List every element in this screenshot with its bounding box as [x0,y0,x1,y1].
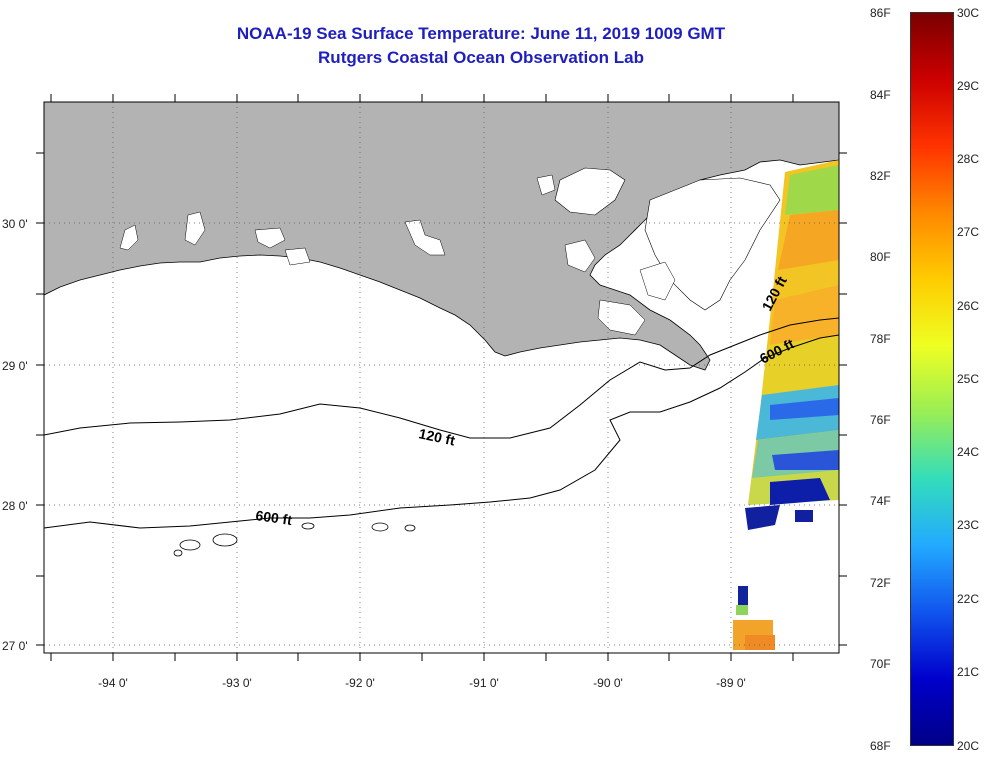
cb-label-27c: 27C [957,225,980,239]
cb-label-74f: 74F [870,494,891,508]
barataria-bay [564,239,596,273]
lon-label-94: -94 0' [98,676,128,690]
cb-label-76f: 76F [870,413,891,427]
lake-pontchartrain [554,167,626,216]
lake-maurepas [536,174,556,196]
graticule [44,102,839,653]
cb-label-82f: 82F [870,169,891,183]
cb-label-84f: 84F [870,88,891,102]
cb-label-22c: 22C [957,592,980,606]
cb-label-80f: 80F [870,250,891,264]
cb-label-72f: 72F [870,576,891,590]
delta-marsh [597,299,646,336]
cb-label-21c: 21C [957,665,980,679]
white-lake [184,211,206,246]
calcasieu-lake [119,224,139,251]
lon-label-90: -90 0' [593,676,623,690]
cb-label-30c: 30C [957,6,980,20]
cb-label-25c: 25C [957,372,980,386]
lat-label-27: 27 0' [2,639,28,653]
cb-label-24c: 24C [957,445,980,459]
contour-label-600ft-west: 600 ft [255,507,294,528]
lat-label-30: 30 0' [2,217,28,231]
lat-label-29: 29 0' [2,359,28,373]
cb-label-68f: 68F [870,739,891,753]
cb-label-23c: 23C [957,518,980,532]
lon-label-89: -89 0' [716,676,746,690]
atchafalaya-bay [284,247,311,266]
cb-label-26c: 26C [957,299,980,313]
map-frame [43,101,840,654]
lake-borgne [644,177,781,311]
contour-label-120ft-west: 120 ft [417,425,456,448]
map-subtitle: Rutgers Coastal Ocean Observation Lab [318,48,644,67]
lon-label-91: -91 0' [469,676,499,690]
axis-ticks [36,94,847,661]
sst-swath [733,160,839,650]
delta-marsh-east [639,261,676,301]
marsh-lakes [404,219,446,256]
cb-label-28c: 28C [957,152,980,166]
lon-label-93: -93 0' [222,676,252,690]
cb-label-70f: 70F [870,657,891,671]
lat-label-28: 28 0' [2,499,28,513]
cb-label-29c: 29C [957,79,980,93]
cb-label-78f: 78F [870,332,891,346]
lon-label-92: -92 0' [345,676,375,690]
contour-600ft [44,334,839,529]
contour-120ft [44,317,839,439]
map-title: NOAA-19 Sea Surface Temperature: June 11… [236,24,726,43]
grand-lake [254,227,286,249]
cb-label-20c: 20C [957,739,980,753]
cb-label-86f: 86F [870,6,891,20]
temperature-colorbar [910,12,954,746]
